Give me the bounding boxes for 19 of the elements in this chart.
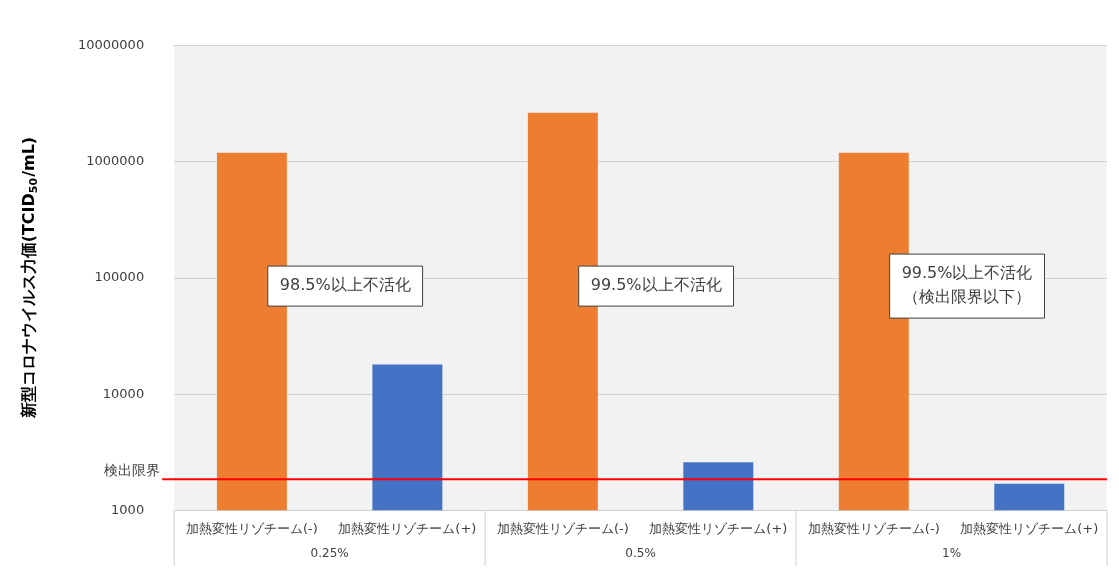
y-tick-label: 10000 xyxy=(102,385,145,401)
x-tick-label: 加熱変性リゾチーム(+) xyxy=(649,520,788,536)
y-axis-title: 新型コロナウイルス力価(TCID50/mL) xyxy=(19,136,40,420)
text: 0.5% xyxy=(625,546,656,561)
ref-line-label: 検出限界 xyxy=(104,462,161,479)
x-tick-label: 加熱変性リゾチーム(+) xyxy=(338,520,477,536)
x-tick-label: 加熱変性リゾチーム(-) xyxy=(807,520,940,536)
y-tick-label: 100000 xyxy=(94,269,145,285)
annotation: 99.5%以上不活化（検出限界以下） xyxy=(901,263,1033,307)
annotation: 98.5%以上不活化 xyxy=(279,275,411,295)
x-tick-label: 加熱変性リゾチーム(+) xyxy=(960,520,1099,536)
y-tick-label: 1000 xyxy=(111,501,145,517)
text: 1% xyxy=(942,546,962,561)
x-tick-label: 加熱変性リゾチーム(-) xyxy=(496,520,629,536)
x-tick-label: 加熱変性リゾチーム(-) xyxy=(185,520,318,536)
text: 0.25% xyxy=(310,546,349,561)
y-tick-label: 1000000 xyxy=(86,153,145,169)
y-tick-label: 10000000 xyxy=(78,37,145,53)
annotation: 99.5%以上不活化 xyxy=(590,275,722,295)
